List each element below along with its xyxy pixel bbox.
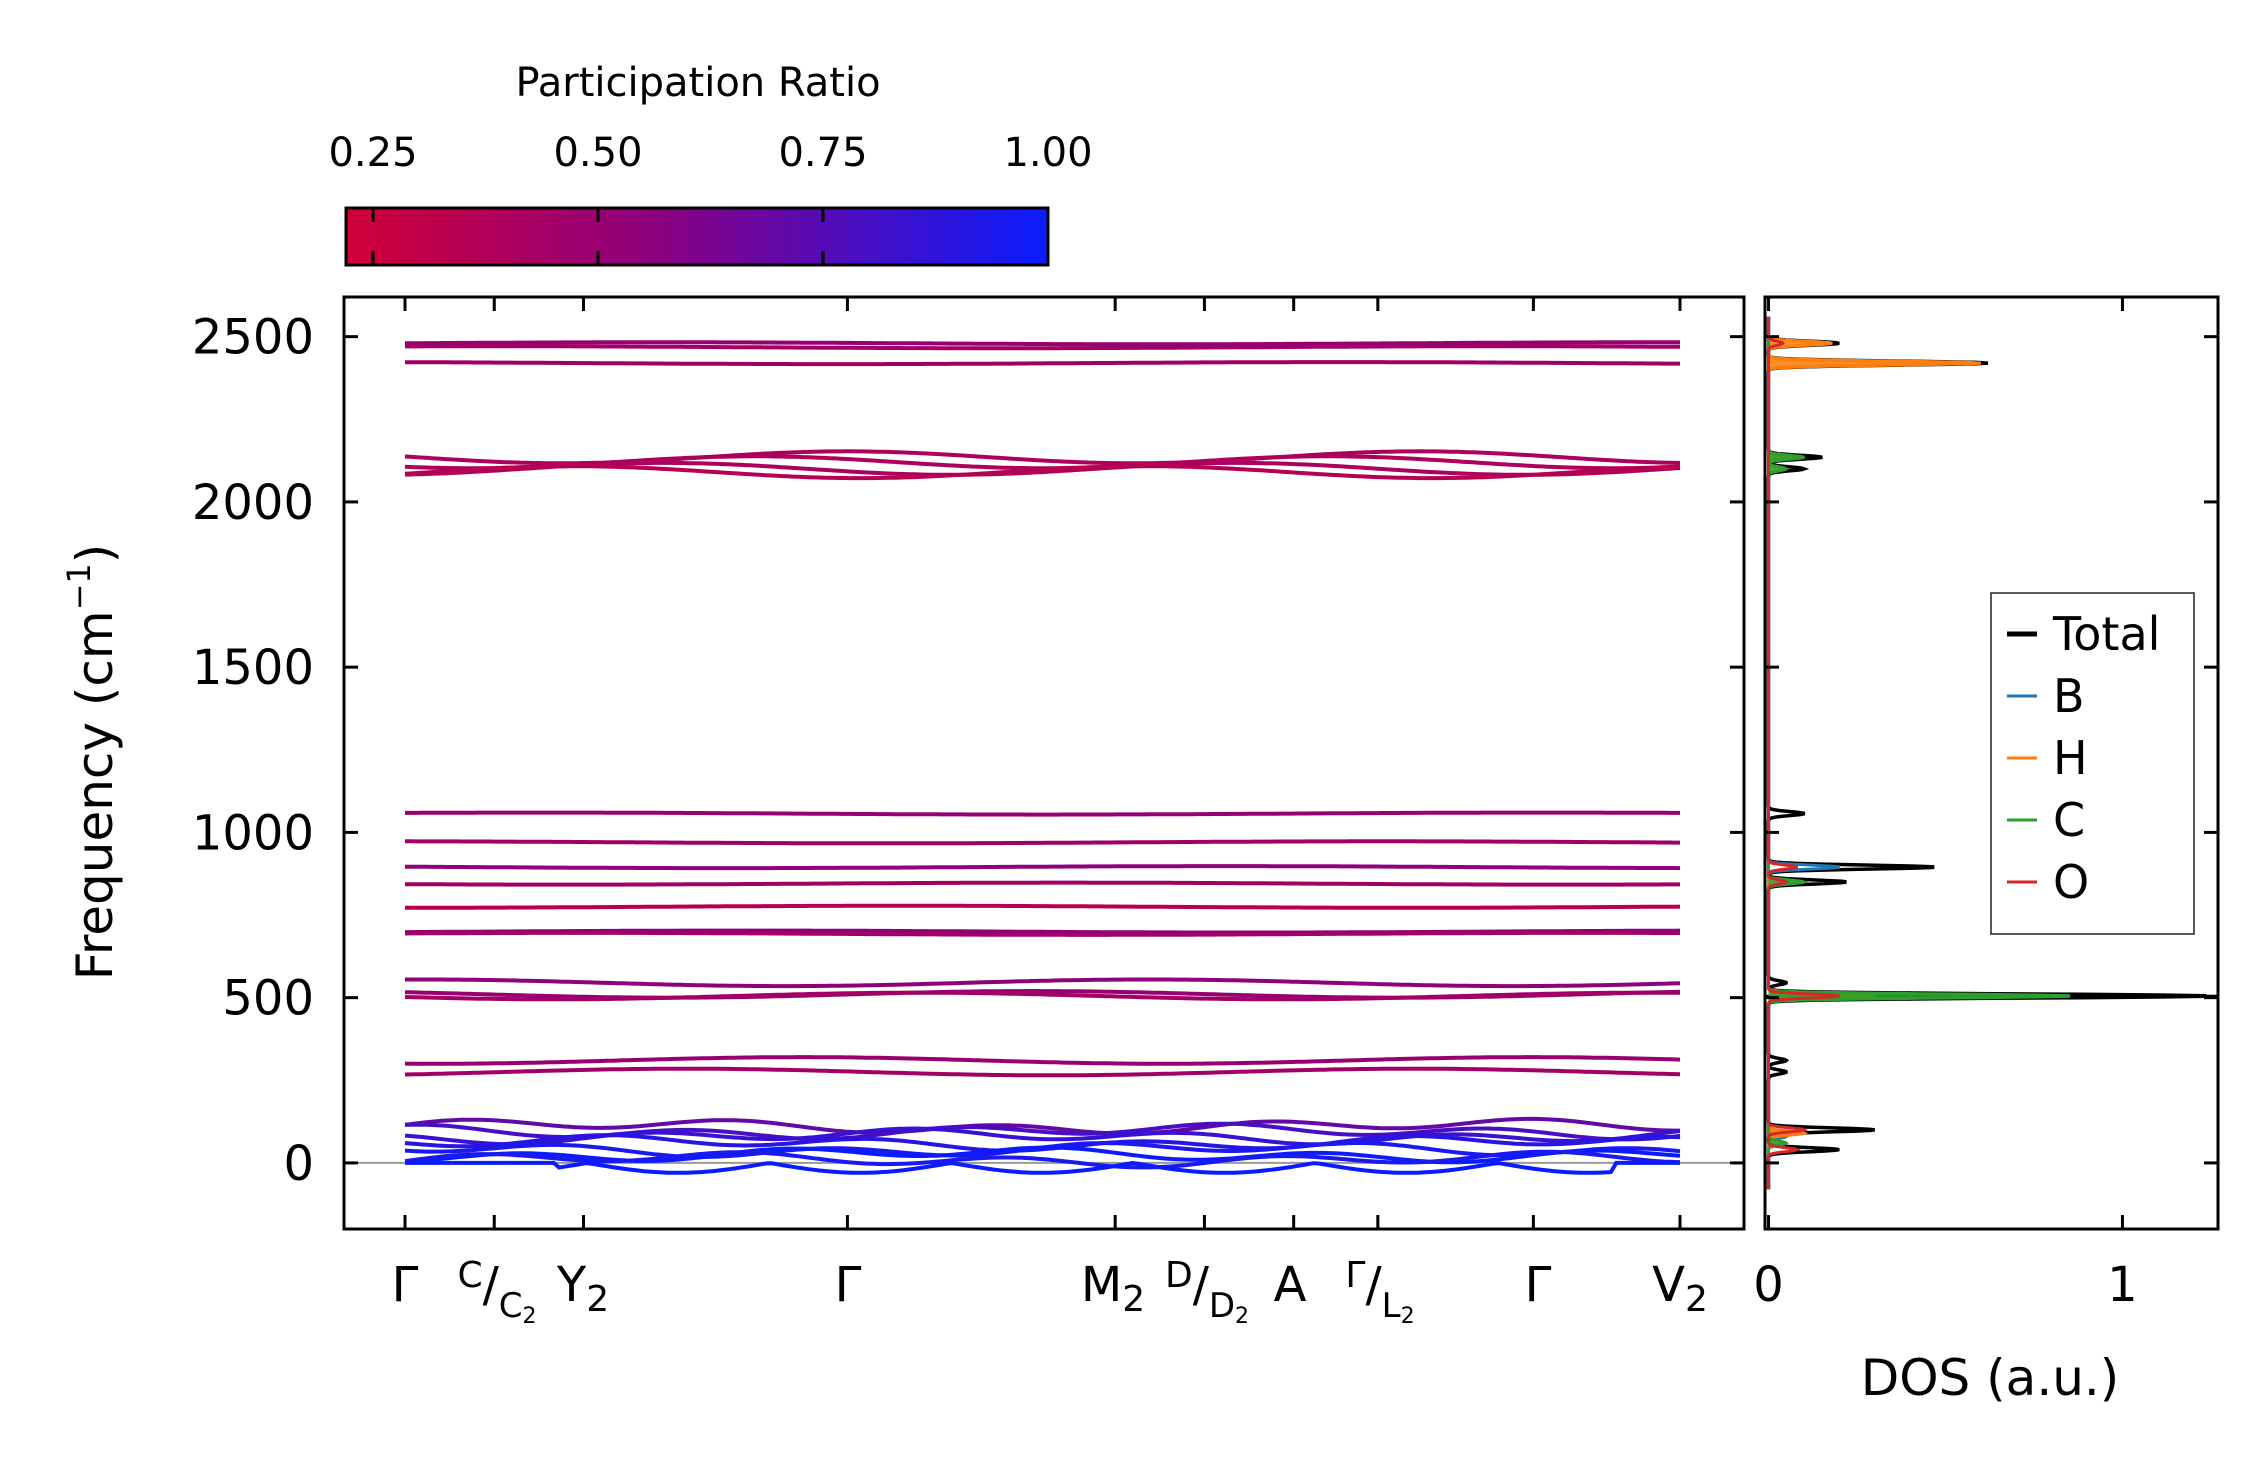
band-line	[404, 1149, 1681, 1170]
colorbar-gradient	[344, 206, 1050, 267]
band-line	[404, 930, 1680, 937]
band-line	[405, 344, 1680, 351]
x-tick-label-gamma-2: Γ	[835, 1257, 862, 1313]
x-tick-label-v2: V2	[1652, 1257, 1708, 1320]
dos-x-tick-label: 0	[1753, 1257, 1784, 1313]
x-tick-label-c-c2: C/C2	[457, 1255, 536, 1329]
band-structure-panel: 0 500 1000 1500 2000 2500 Γ C/C2 Y2 Γ M2 D/D2…	[60, 295, 1746, 1329]
band-line	[405, 810, 1680, 817]
x-tick-label-gamma-l2: Γ/L2	[1345, 1255, 1414, 1329]
x-tick-label-a: A	[1274, 1257, 1307, 1313]
colorbar-tick-label: 0.50	[553, 130, 642, 176]
y-tick-label: 0	[283, 1136, 314, 1192]
x-tick-label-m2: M2	[1081, 1257, 1145, 1320]
band-line	[404, 464, 1681, 481]
legend-label-b: B	[2053, 669, 2085, 723]
colorbar-tick-label: 0.25	[328, 130, 417, 176]
band-x-tick-labels: Γ C/C2 Y2 Γ M2 D/D2 A Γ/L2 Γ V2	[392, 1255, 1708, 1329]
band-line	[405, 1160, 1680, 1175]
band-line	[405, 360, 1680, 367]
x-tick-label-gamma-3: Γ	[1525, 1257, 1552, 1313]
band-line	[405, 880, 1680, 887]
colorbar-tick-label: 1.00	[1003, 130, 1092, 176]
dos-curves	[1766, 316, 2207, 1190]
legend-label-c: C	[2053, 793, 2085, 847]
y-tick-label: 2500	[192, 310, 314, 366]
legend-label-total: Total	[2052, 607, 2160, 661]
band-line	[405, 977, 1681, 989]
band-line	[404, 990, 1680, 1002]
band-y-axis-label: Frequency (cm−1)	[60, 544, 124, 981]
colorbar-tick-label: 0.75	[778, 130, 867, 176]
x-tick-label-gamma-1: Γ	[392, 1257, 419, 1313]
x-tick-label-y2: Y2	[556, 1257, 609, 1320]
band-line	[404, 1066, 1681, 1078]
y-tick-label: 2000	[192, 475, 314, 531]
band-line	[404, 340, 1680, 347]
band-line	[404, 1055, 1681, 1066]
band-line	[405, 864, 1681, 871]
colorbar-title: Participation Ratio	[515, 60, 880, 106]
dos-curve-h	[1767, 316, 1981, 1190]
y-tick-label: 1000	[192, 805, 314, 861]
colorbar: Participation Ratio 0.25 0.50 0.75 1.00	[328, 60, 1093, 267]
legend-frame	[1990, 592, 2195, 935]
band-line	[405, 903, 1681, 910]
band-lines	[404, 340, 1681, 1175]
band-plot-frame	[342, 295, 1746, 1231]
dos-plot-frame	[1763, 295, 2220, 1231]
x-tick-label-d-d2: D/D2	[1165, 1255, 1249, 1329]
band-line	[405, 839, 1680, 846]
dos-x-tick-label: 1	[2107, 1257, 2138, 1313]
band-line	[404, 460, 1681, 477]
dos-curve-o	[1767, 316, 1840, 1190]
band-x-ticks	[403, 297, 1682, 1229]
legend-label-o: O	[2053, 855, 2089, 909]
legend-label-h: H	[2053, 731, 2088, 785]
dos-fill-h	[1768, 316, 1981, 1190]
band-line	[404, 1116, 1680, 1136]
colorbar-ticks: 0.25 0.50 0.75 1.00	[328, 130, 1093, 265]
y-tick-label: 500	[222, 971, 314, 1027]
band-y-ticks: 0 500 1000 1500 2000 2500	[192, 310, 1744, 1192]
y-tick-label: 1500	[192, 640, 314, 696]
dos-x-axis-label: DOS (a.u.)	[1861, 1349, 2120, 1407]
